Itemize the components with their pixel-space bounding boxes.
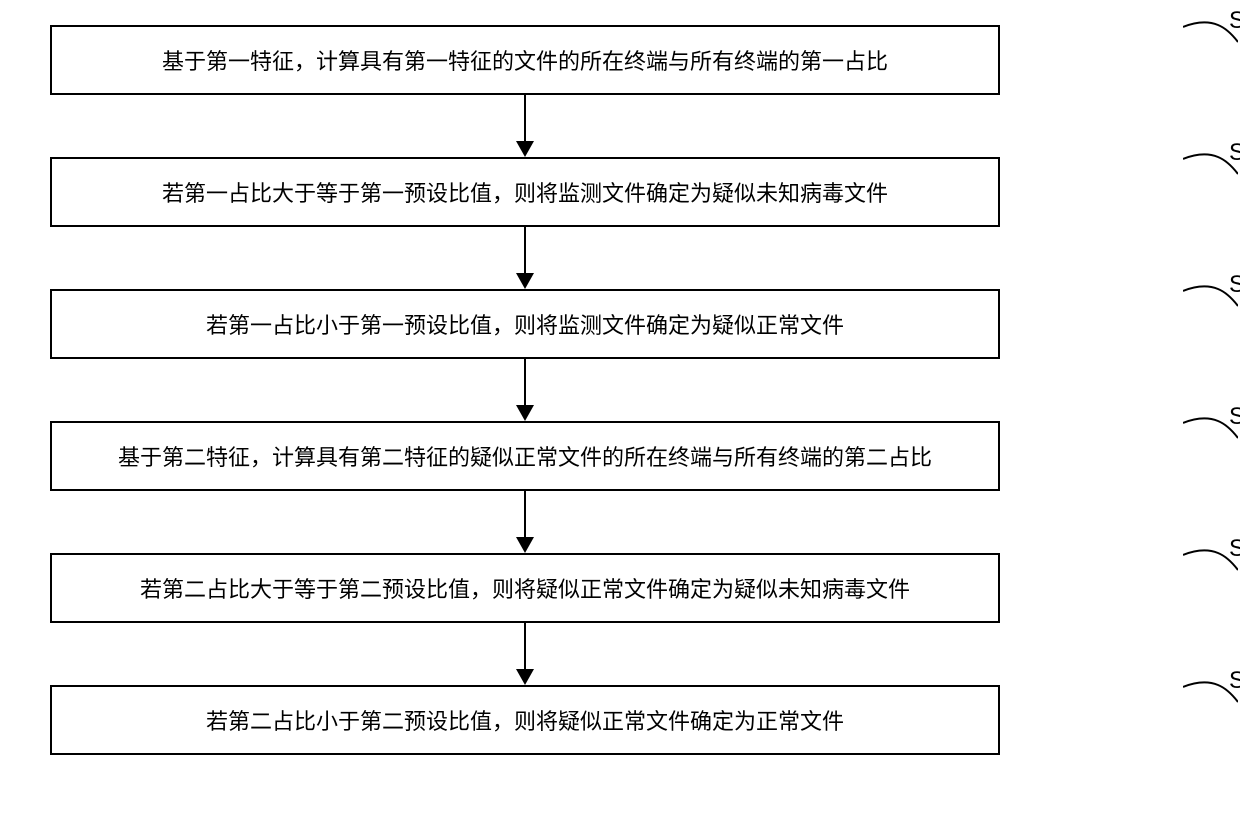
step-text: 基于第二特征，计算具有第二特征的疑似正常文件的所在终端与所有终端的第二占比 <box>118 440 932 472</box>
step-label: S201 <box>1229 7 1240 35</box>
down-arrow-icon <box>510 623 540 685</box>
step-text: 基于第一特征，计算具有第一特征的文件的所在终端与所有终端的第一占比 <box>162 44 888 76</box>
step-label: S202 <box>1229 139 1240 167</box>
step-text: 若第一占比大于等于第一预设比值，则将监测文件确定为疑似未知病毒文件 <box>162 176 888 208</box>
step-label: S205 <box>1229 535 1240 563</box>
flow-step: 若第一占比大于等于第一预设比值，则将监测文件确定为疑似未知病毒文件 S202 <box>50 157 1190 227</box>
step-text: 若第一占比小于第一预设比值，则将监测文件确定为疑似正常文件 <box>206 308 844 340</box>
step-label: S206 <box>1229 667 1240 695</box>
arrow-wrap <box>50 359 1000 421</box>
step-text: 若第二占比大于等于第二预设比值，则将疑似正常文件确定为疑似未知病毒文件 <box>140 572 910 604</box>
flow-step: 若第二占比小于第二预设比值，则将疑似正常文件确定为正常文件 S206 <box>50 685 1190 755</box>
flow-step: 若第二占比大于等于第二预设比值，则将疑似正常文件确定为疑似未知病毒文件 S205 <box>50 553 1190 623</box>
step-box: 若第二占比小于第二预设比值，则将疑似正常文件确定为正常文件 <box>50 685 1000 755</box>
arrow-wrap <box>50 227 1000 289</box>
flowchart-container: 基于第一特征，计算具有第一特征的文件的所在终端与所有终端的第一占比 S201 若… <box>50 25 1190 755</box>
step-box: 若第一占比小于第一预设比值，则将监测文件确定为疑似正常文件 <box>50 289 1000 359</box>
arrow-wrap <box>50 491 1000 553</box>
step-box: 若第一占比大于等于第一预设比值，则将监测文件确定为疑似未知病毒文件 <box>50 157 1000 227</box>
down-arrow-icon <box>510 95 540 157</box>
step-box: 基于第一特征，计算具有第一特征的文件的所在终端与所有终端的第一占比 <box>50 25 1000 95</box>
flow-step: 基于第一特征，计算具有第一特征的文件的所在终端与所有终端的第一占比 S201 <box>50 25 1190 95</box>
step-text: 若第二占比小于第二预设比值，则将疑似正常文件确定为正常文件 <box>206 704 844 736</box>
step-label: S203 <box>1229 271 1240 299</box>
down-arrow-icon <box>510 491 540 553</box>
down-arrow-icon <box>510 359 540 421</box>
step-box: 若第二占比大于等于第二预设比值，则将疑似正常文件确定为疑似未知病毒文件 <box>50 553 1000 623</box>
step-label: S204 <box>1229 403 1240 431</box>
arrow-wrap <box>50 623 1000 685</box>
step-box: 基于第二特征，计算具有第二特征的疑似正常文件的所在终端与所有终端的第二占比 <box>50 421 1000 491</box>
arrow-wrap <box>50 95 1000 157</box>
flow-step: 若第一占比小于第一预设比值，则将监测文件确定为疑似正常文件 S203 <box>50 289 1190 359</box>
down-arrow-icon <box>510 227 540 289</box>
flow-step: 基于第二特征，计算具有第二特征的疑似正常文件的所在终端与所有终端的第二占比 S2… <box>50 421 1190 491</box>
